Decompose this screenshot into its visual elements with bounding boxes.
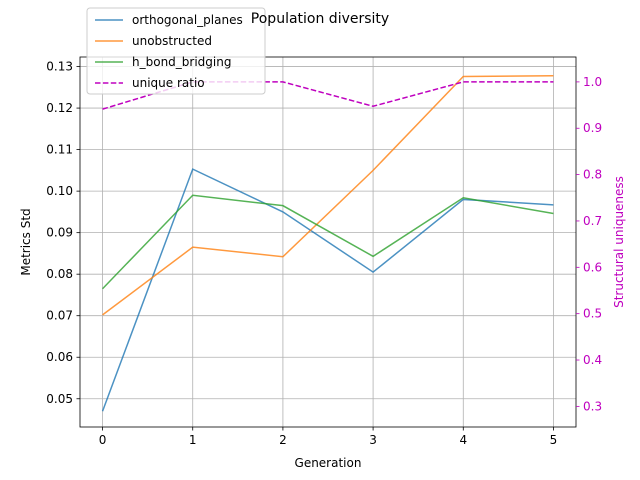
legend-label: unique ratio [132,76,205,90]
legend-label: unobstructed [132,34,212,48]
x-axis-label: Generation [295,456,362,470]
x-tick-label: 5 [550,433,558,447]
grid [80,57,576,427]
y-tick-label: 0.08 [46,267,73,281]
y2-tick-label: 0.9 [583,121,602,135]
x-tick-label: 2 [279,433,287,447]
series-line-h-bond-bridging [102,194,554,290]
legend: orthogonal_planes unobstructed h_bond_brid… [86,7,266,95]
y2-tick-label: 0.7 [583,214,602,228]
legend-box [86,7,266,95]
y-tick-label: 0.12 [46,101,73,115]
y2-axis-label: Structural uniqueness [612,176,626,308]
y-tick-label: 0.05 [46,392,73,406]
legend-items: orthogonal_planes unobstructed h_bond_brid… [95,13,243,90]
series-line-unique-ratio [102,81,554,110]
y-tick-label: 0.11 [46,143,73,157]
chart-title: Population diversity [251,11,389,27]
y2-tick-label: 0.8 [583,168,602,182]
y-tick-label: 0.10 [46,184,73,198]
y2-axis-ticks: 0.3 0.4 0.5 0.6 0.7 0.8 0.9 1.0 [576,75,602,413]
y2-tick-label: 0.3 [583,399,602,413]
y-axis-ticks: 0.05 0.06 0.07 0.08 0.09 0.10 0.11 0.12 0.13 [46,60,80,406]
plot-frame [79,56,577,428]
y2-tick-label: 0.6 [583,260,602,274]
legend-label: orthogonal_planes [132,13,243,27]
series-line-unobstructed [102,74,554,316]
y-tick-label: 0.09 [46,226,73,240]
legend-label: h_bond_bridging [132,55,231,69]
x-tick-label: 4 [459,433,467,447]
y-tick-label: 0.13 [46,60,73,74]
y2-tick-label: 0.5 [583,307,602,321]
y2-tick-label: 1.0 [583,75,602,89]
y-axis-label: Metrics Std [19,208,33,275]
y2-tick-label: 0.4 [583,353,602,367]
series-lines [101,74,554,412]
y-tick-label: 0.07 [46,309,73,323]
x-tick-label: 1 [189,433,197,447]
x-tick-label: 0 [99,433,107,447]
x-tick-label: 3 [369,433,377,447]
x-axis-ticks: 0 1 2 3 4 5 [99,427,558,447]
y-tick-label: 0.06 [46,350,73,364]
